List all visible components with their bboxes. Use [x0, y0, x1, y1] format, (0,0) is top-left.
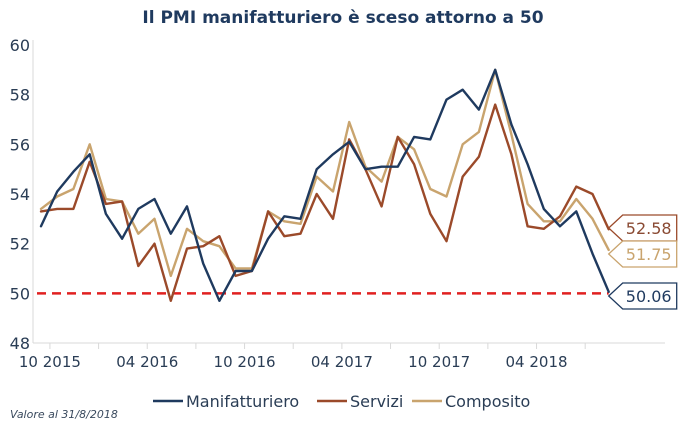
legend: Manifatturiero Servizi Composito — [153, 392, 530, 411]
x-axis-ticks: 10 2015 04 2016 10 2016 04 2017 10 2017 04 20… — [19, 343, 586, 371]
x-tick-label: 04 2018 — [506, 353, 568, 371]
y-tick-label: 60 — [10, 36, 30, 55]
callout-value-servizi: 52.58 — [626, 219, 672, 238]
y-axis-ticks: 48 50 52 54 56 58 60 — [10, 36, 30, 353]
legend-label-manifatturiero: Manifatturiero — [186, 392, 299, 411]
y-tick-label: 52 — [10, 235, 30, 254]
x-tick-label: 10 2017 — [408, 353, 470, 371]
y-tick-label: 58 — [10, 86, 30, 105]
y-tick-label: 54 — [10, 185, 30, 204]
y-tick-label: 48 — [10, 334, 30, 353]
series-line-manifatturiero — [39, 68, 610, 302]
footnote: Valore al 31/8/2018 — [10, 408, 118, 421]
callout-box-manifatturiero — [607, 282, 678, 310]
end-value-callouts: 50.06 52.58 51.75 — [607, 214, 678, 310]
callout-box-composito — [607, 240, 678, 268]
series-line-composito — [39, 68, 610, 278]
callout-value-composito: 51.75 — [626, 245, 672, 264]
y-tick-label: 56 — [10, 135, 30, 154]
x-tick-label: 04 2017 — [311, 353, 373, 371]
axes — [32, 40, 665, 344]
series-lines — [39, 68, 610, 302]
callout-box-servizi — [607, 214, 678, 242]
y-tick-label: 50 — [10, 284, 30, 303]
legend-label-composito: Composito — [445, 392, 530, 411]
series-line-servizi — [39, 103, 610, 302]
x-tick-label: 10 2016 — [214, 353, 276, 371]
legend-label-servizi: Servizi — [350, 392, 403, 411]
x-tick-label: 04 2016 — [116, 353, 178, 371]
x-tick-label: 10 2015 — [19, 353, 81, 371]
chart-title: Il PMI manifatturiero è sceso attorno a … — [142, 8, 543, 28]
callout-value-manifatturiero: 50.06 — [626, 287, 672, 306]
